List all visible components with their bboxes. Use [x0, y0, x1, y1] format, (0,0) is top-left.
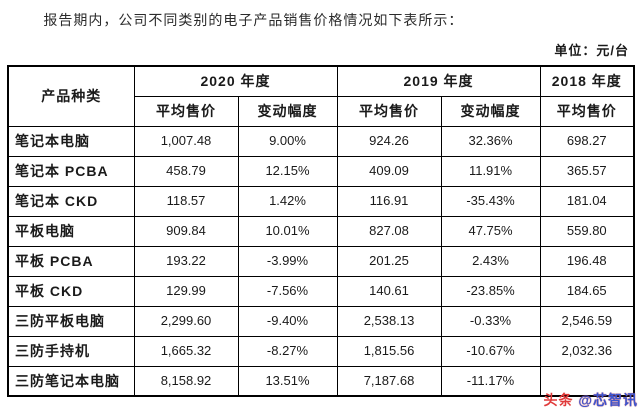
cell-chg-2020: -9.40% [237, 305, 338, 337]
cell-chg-2019: -11.17% [440, 365, 541, 397]
document-page: 报告期内，公司不同类别的电子产品销售价格情况如下表所示： 单位：元/台 产品种类… [7, 12, 636, 397]
cell-category: 笔记本电脑 [7, 125, 135, 157]
cell-chg-2020: 13.51% [237, 365, 338, 397]
table-row: 笔记本 PCBA 458.79 12.15% 409.09 11.91% 365… [7, 155, 635, 187]
cell-avg-2018: 559.80 [539, 215, 635, 247]
cell-avg-2018: 184.65 [539, 275, 635, 307]
cell-avg-2019: 140.61 [336, 275, 442, 307]
cell-category: 平板电脑 [7, 215, 135, 247]
table-header-row-metrics: 平均售价 变动幅度 平均售价 变动幅度 平均售价 [8, 95, 635, 127]
table-row: 笔记本 CKD 118.57 1.42% 116.91 -35.43% 181.… [7, 185, 635, 217]
cell-avg-2018: 365.57 [539, 155, 635, 187]
cell-chg-2019: -0.33% [440, 305, 541, 337]
cell-avg-2020: 8,158.92 [133, 365, 239, 397]
cell-chg-2020: 10.01% [237, 215, 338, 247]
table-header-row-years: 产品种类 2020 年度 2019 年度 2018 年度 [7, 65, 635, 127]
cell-chg-2020: -3.99% [237, 245, 338, 277]
cell-avg-2019: 827.08 [336, 215, 442, 247]
cell-avg-2019: 116.91 [336, 185, 442, 217]
header-change-rate-2019: 变动幅度 [440, 95, 541, 127]
cell-category: 三防平板电脑 [7, 305, 135, 337]
cell-chg-2020: -8.27% [237, 335, 338, 367]
cell-category: 三防笔记本电脑 [7, 365, 135, 397]
table-row: 三防平板电脑 2,299.60 -9.40% 2,538.13 -0.33% 2… [7, 305, 635, 337]
unit-label: 单位：元/台 [554, 43, 629, 58]
cell-avg-2020: 909.84 [133, 215, 239, 247]
header-avg-price-2020: 平均售价 [133, 95, 239, 127]
cell-chg-2020: -7.56% [237, 275, 338, 307]
table-row: 笔记本电脑 1,007.48 9.00% 924.26 32.36% 698.2… [7, 125, 635, 157]
cell-avg-2020: 1,007.48 [133, 125, 239, 157]
cell-chg-2019: -23.85% [440, 275, 541, 307]
cell-avg-2019: 924.26 [336, 125, 442, 157]
cell-chg-2019: -10.67% [440, 335, 541, 367]
cell-chg-2019: -35.43% [440, 185, 541, 217]
header-year-2019: 2019 年度 [336, 65, 541, 97]
cell-avg-2018 [539, 365, 635, 397]
header-product-category: 产品种类 [7, 65, 135, 127]
cell-avg-2019: 201.25 [336, 245, 442, 277]
cell-avg-2019: 2,538.13 [336, 305, 442, 337]
table-row: 平板 PCBA 193.22 -3.99% 201.25 2.43% 196.4… [7, 245, 635, 277]
cell-category: 三防手持机 [7, 335, 135, 367]
cell-avg-2020: 1,665.32 [133, 335, 239, 367]
watermark-source-label: 头条 [543, 392, 574, 408]
cell-avg-2019: 1,815.56 [336, 335, 442, 367]
table-row: 平板 CKD 129.99 -7.56% 140.61 -23.85% 184.… [7, 275, 635, 307]
cell-chg-2020: 12.15% [237, 155, 338, 187]
cell-chg-2020: 9.00% [237, 125, 338, 157]
cell-chg-2019: 32.36% [440, 125, 541, 157]
cell-chg-2019: 11.91% [440, 155, 541, 187]
cell-avg-2020: 118.57 [133, 185, 239, 217]
cell-category: 笔记本 CKD [7, 185, 135, 217]
cell-avg-2020: 2,299.60 [133, 305, 239, 337]
cell-avg-2018: 698.27 [539, 125, 635, 157]
cell-avg-2018: 2,032.36 [539, 335, 635, 367]
watermark-account-handle: @芯智讯 [578, 392, 638, 408]
cell-chg-2019: 2.43% [440, 245, 541, 277]
cell-avg-2020: 193.22 [133, 245, 239, 277]
table-row: 三防手持机 1,665.32 -8.27% 1,815.56 -10.67% 2… [7, 335, 635, 367]
header-avg-price-2018: 平均售价 [539, 95, 635, 127]
cell-category: 笔记本 PCBA [7, 155, 135, 187]
price-table: 产品种类 2020 年度 2019 年度 2018 年度 平均售价 变动幅度 平… [7, 65, 636, 397]
cell-avg-2018: 196.48 [539, 245, 635, 277]
cell-category: 平板 PCBA [7, 245, 135, 277]
table-row: 三防笔记本电脑 8,158.92 13.51% 7,187.68 -11.17% [7, 365, 635, 397]
header-year-2018: 2018 年度 [539, 65, 635, 97]
header-year-2020: 2020 年度 [133, 65, 338, 97]
cell-avg-2018: 2,546.59 [539, 305, 635, 337]
header-avg-price-2019: 平均售价 [336, 95, 442, 127]
cell-avg-2020: 129.99 [133, 275, 239, 307]
header-change-rate-2020: 变动幅度 [237, 95, 338, 127]
cell-category: 平板 CKD [7, 275, 135, 307]
cell-avg-2019: 409.09 [336, 155, 442, 187]
cell-avg-2018: 181.04 [539, 185, 635, 217]
cell-avg-2020: 458.79 [133, 155, 239, 187]
watermark: 头条 @芯智讯 [543, 390, 638, 410]
table-row: 平板电脑 909.84 10.01% 827.08 47.75% 559.80 [7, 215, 635, 247]
cell-chg-2020: 1.42% [237, 185, 338, 217]
cell-avg-2019: 7,187.68 [336, 365, 442, 397]
intro-paragraph: 报告期内，公司不同类别的电子产品销售价格情况如下表所示： [43, 12, 464, 28]
cell-chg-2019: 47.75% [440, 215, 541, 247]
